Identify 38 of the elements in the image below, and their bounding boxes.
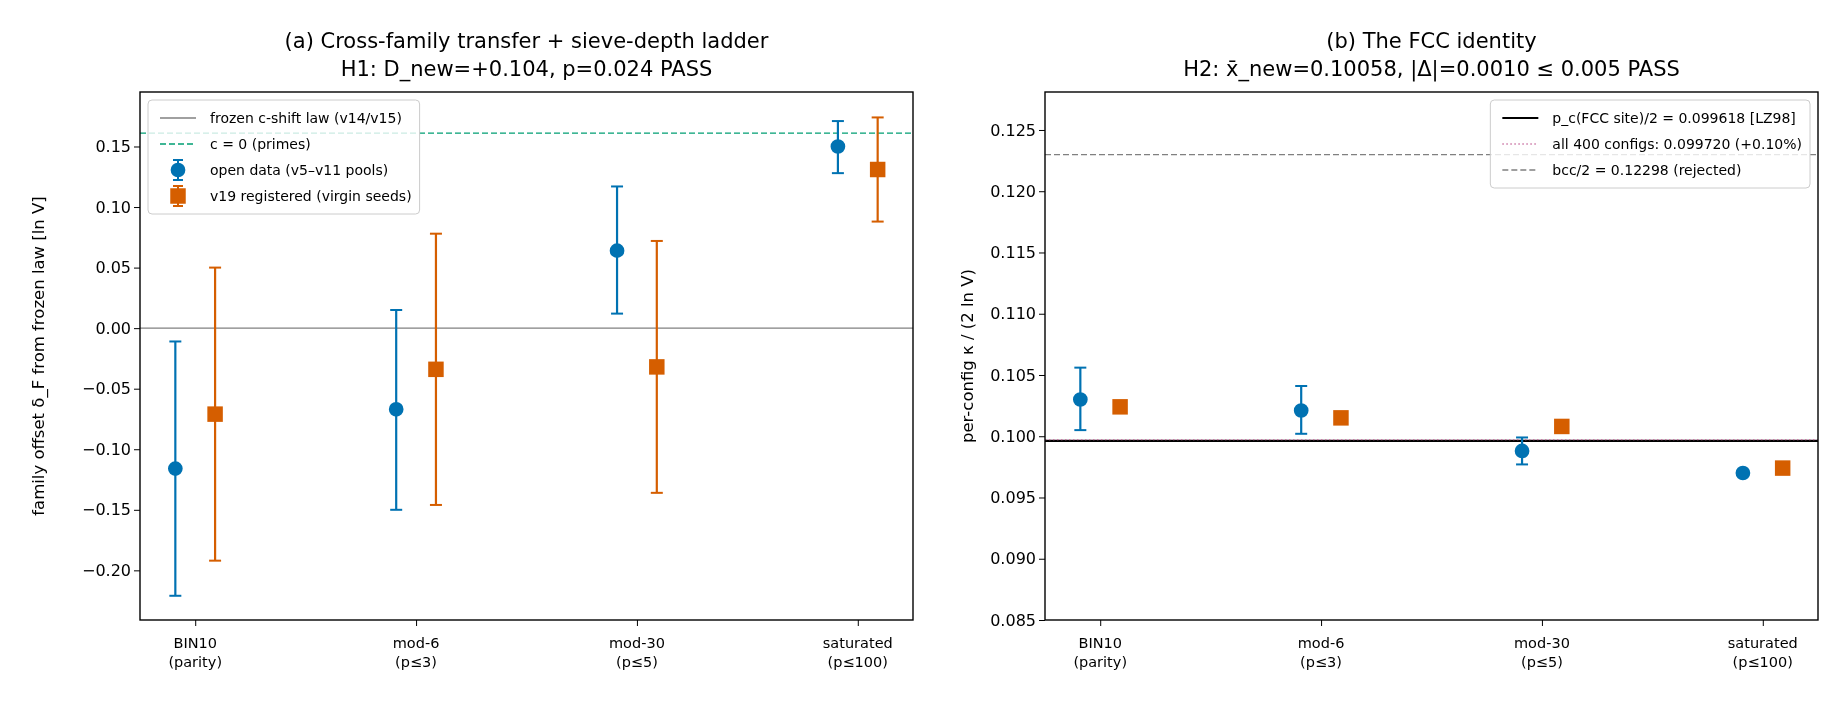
chart-title: (b) The FCC identity bbox=[1326, 29, 1537, 53]
legend-label: all 400 configs: 0.099720 (+0.10%) bbox=[1552, 136, 1802, 152]
x-tick-label: saturated (p≤100) bbox=[822, 635, 893, 670]
y-tick-label: 0.105 bbox=[990, 365, 1036, 385]
legend-label: bcc/2 = 0.12298 (rejected) bbox=[1552, 162, 1742, 178]
y-tick-label: −0.20 bbox=[81, 560, 131, 580]
y-axis-title: per-config κ / (2 ln V) bbox=[958, 268, 977, 444]
y-tick-label: 0.110 bbox=[990, 304, 1036, 324]
y-tick-label: 0.115 bbox=[990, 243, 1036, 263]
chart-subtitle: H2: x̄_new=0.10058, |Δ|=0.0010 ≤ 0.005 PASS bbox=[1183, 57, 1680, 82]
legend-label: frozen c-shift law (v14/v15) bbox=[210, 110, 402, 126]
y-tick-label: 0.085 bbox=[990, 610, 1036, 630]
y-tick-label: 0.15 bbox=[95, 137, 131, 157]
y-tick-label: 0.05 bbox=[95, 258, 131, 278]
legend-label: p_c(FCC site)/2 = 0.099618 [LZ98] bbox=[1552, 110, 1796, 126]
y-tick-label: 0.100 bbox=[990, 426, 1036, 446]
y-axis-title: family offset δ_F from frozen law [ln V] bbox=[29, 196, 49, 516]
legend-label: open data (v5–v11 pools) bbox=[210, 162, 389, 178]
x-tick-label: mod-6 (p≤3) bbox=[392, 635, 440, 670]
y-tick-label: −0.10 bbox=[81, 439, 131, 459]
x-tick-label: BIN10 (parity) bbox=[1073, 635, 1128, 670]
legend-label: v19 registered (virgin seeds) bbox=[210, 188, 412, 204]
y-tick-label: 0.10 bbox=[95, 197, 131, 217]
chart-subtitle: H1: D_new=+0.104, p=0.024 PASS bbox=[340, 57, 713, 82]
y-tick-label: −0.05 bbox=[81, 379, 131, 399]
x-tick-label: BIN10 (parity) bbox=[168, 635, 223, 670]
y-tick-label: 0.125 bbox=[990, 120, 1036, 140]
y-tick-label: 0.00 bbox=[95, 318, 131, 338]
y-tick-label: 0.095 bbox=[990, 488, 1036, 508]
x-tick-label: mod-6 (p≤3) bbox=[1297, 635, 1345, 670]
x-tick-label: mod-30 (p≤5) bbox=[1513, 635, 1570, 670]
x-tick-label: saturated (p≤100) bbox=[1727, 635, 1798, 670]
y-tick-label: 0.120 bbox=[990, 181, 1036, 201]
chart-title: (a) Cross-family transfer + sieve-depth ladder bbox=[284, 29, 769, 53]
x-tick-label: mod-30 (p≤5) bbox=[608, 635, 665, 670]
y-tick-label: −0.15 bbox=[81, 500, 131, 520]
y-tick-label: 0.090 bbox=[990, 549, 1036, 569]
ref-line-label: c = 0 (primes) bbox=[210, 136, 311, 152]
